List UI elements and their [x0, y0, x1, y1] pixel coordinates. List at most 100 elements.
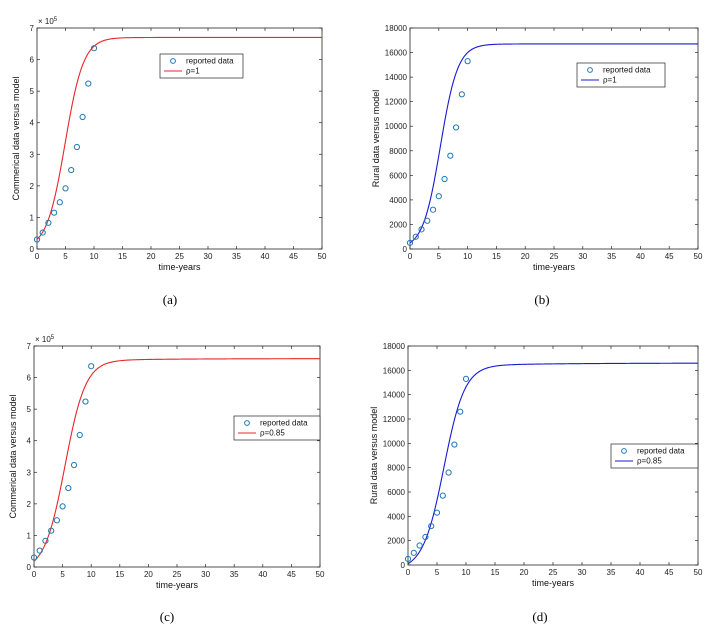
y-tick-label: 10000 — [385, 122, 408, 131]
y-tick-label: 4 — [27, 437, 32, 446]
model-line — [36, 36, 322, 240]
data-point — [458, 91, 465, 98]
y-tick-label: 6000 — [389, 171, 407, 180]
x-tick-label: 50 — [694, 252, 703, 261]
legend-label-reported-data: reported data — [260, 419, 308, 428]
x-tick-label: 5 — [435, 568, 440, 577]
legend-box — [233, 415, 321, 441]
y-tick-label: 16000 — [383, 366, 406, 375]
y-tick-label: 0 — [30, 245, 35, 254]
data-point — [53, 517, 60, 524]
y-axis-label: Commerical data versus model — [8, 394, 18, 518]
x-tick-label: 20 — [144, 570, 153, 579]
y-tick-label: 5 — [30, 87, 35, 96]
y-tick-label: 4000 — [387, 512, 405, 521]
data-point — [56, 199, 63, 206]
data-point — [33, 236, 41, 243]
legend-label-model: ρ=0.85 — [637, 457, 662, 466]
data-point — [30, 554, 38, 561]
model-line — [409, 43, 698, 244]
y-tick-label: 3 — [30, 150, 35, 159]
legend-label-reported-data: reported data — [186, 57, 234, 66]
data-point — [70, 461, 78, 469]
x-tick-label: 50 — [316, 570, 325, 579]
y-axis-multiplier: × 105 — [38, 17, 58, 26]
data-point — [59, 503, 66, 510]
data-point — [412, 233, 419, 240]
y-axis-multiplier-exponent: 5 — [54, 17, 58, 23]
data-point — [429, 206, 437, 213]
x-tick-label: 35 — [232, 252, 241, 261]
y-axis-label: Commerical data versus model — [11, 76, 21, 200]
chart-panel-d: 0 5 10 15 20 25 30 35 40 45 50 0 2000 4000 6000 8000 100… — [369, 342, 703, 624]
x-tick-label: 20 — [147, 252, 156, 261]
x-tick-label: 10 — [87, 570, 96, 579]
data-point — [422, 533, 429, 541]
legend-box — [576, 62, 666, 88]
legend-marker-reported-data — [170, 58, 176, 64]
y-tick-label: 4 — [30, 119, 35, 128]
data-point — [42, 537, 49, 544]
x-tick-label: 20 — [521, 252, 530, 261]
x-tick-label: 15 — [118, 252, 127, 261]
x-tick-label: 25 — [173, 570, 182, 579]
panel-caption: (b) — [534, 292, 549, 307]
x-tick-label: 40 — [261, 252, 270, 261]
y-tick-label: 0 — [401, 561, 406, 570]
y-axis-multiplier: × 105 — [35, 335, 55, 344]
y-tick-label: 1 — [27, 531, 32, 540]
y-tick-label: 2 — [27, 500, 32, 509]
y-tick-label: 6 — [30, 56, 35, 65]
data-point — [62, 185, 69, 192]
x-tick-label: 35 — [607, 568, 616, 577]
data-point — [404, 555, 412, 563]
x-tick-label: 0 — [32, 570, 37, 579]
legend-marker-reported-data — [621, 448, 627, 454]
x-tick-label: 45 — [665, 252, 674, 261]
y-axis-label: Rural data versus model — [369, 407, 379, 505]
data-point — [45, 219, 52, 226]
y-tick-label: 18000 — [385, 24, 408, 33]
data-point — [464, 58, 471, 65]
x-tick-label: 30 — [201, 570, 210, 579]
x-axis-label: time-years — [532, 578, 575, 588]
data-point — [410, 549, 417, 556]
data-point — [48, 527, 55, 534]
data-point — [424, 217, 431, 224]
x-tick-label: 40 — [636, 252, 645, 261]
panel-caption: (d) — [532, 609, 547, 624]
x-tick-label: 35 — [607, 252, 616, 261]
legend-label-reported-data: reported data — [637, 447, 685, 456]
data-point — [462, 375, 470, 382]
legend-box — [610, 443, 699, 469]
data-point — [51, 209, 58, 216]
y-axis-multiplier-exponent: 5 — [51, 335, 55, 341]
legend-label-model: ρ=0.85 — [260, 429, 285, 438]
y-tick-label: 8000 — [389, 147, 407, 156]
x-tick-label: 15 — [115, 570, 124, 579]
y-axis-multiplier-base: × 10 — [38, 17, 54, 26]
y-tick-label: 3 — [27, 468, 32, 477]
data-point — [36, 547, 43, 554]
y-tick-label: 1 — [30, 213, 35, 222]
y-tick-label: 12000 — [385, 98, 408, 107]
data-point — [447, 152, 454, 159]
data-point — [439, 492, 446, 499]
panel-caption: (a) — [163, 292, 177, 307]
data-point — [68, 166, 75, 174]
model-line — [407, 362, 698, 565]
x-tick-label: 5 — [63, 252, 68, 261]
legend-marker-reported-data — [587, 67, 593, 73]
y-axis-label: Rural data versus model — [371, 90, 381, 188]
x-axis-label: time-years — [158, 262, 201, 272]
x-tick-label: 25 — [549, 568, 558, 577]
y-tick-label: 14000 — [385, 73, 408, 82]
data-point — [82, 398, 89, 405]
data-point — [39, 229, 46, 236]
x-tick-label: 25 — [550, 252, 559, 261]
y-tick-label: 5 — [27, 405, 32, 414]
x-tick-label: 5 — [60, 570, 65, 579]
y-tick-label: 7 — [30, 24, 35, 33]
